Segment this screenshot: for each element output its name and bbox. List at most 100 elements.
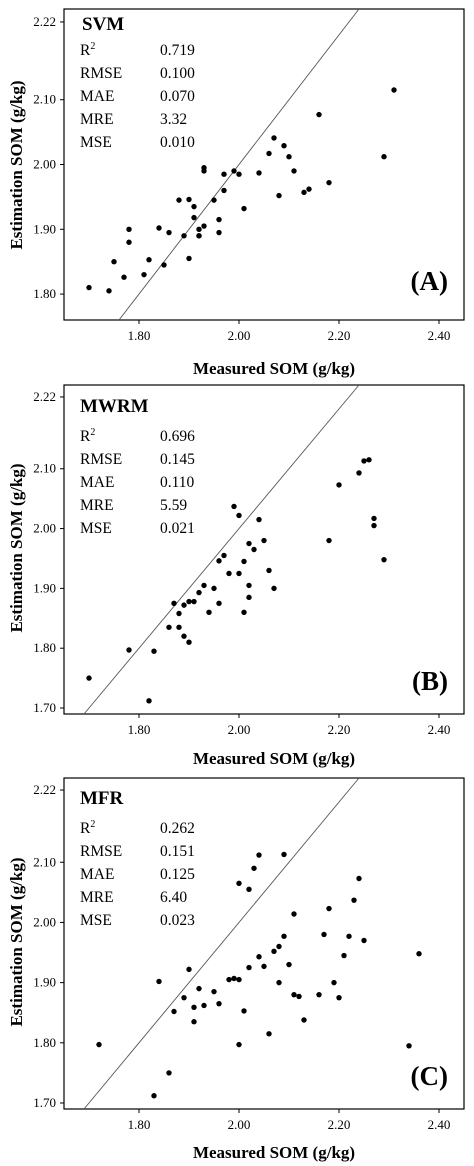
data-point (201, 582, 207, 589)
data-point (201, 165, 207, 171)
panel-label: (A) (411, 266, 448, 296)
data-point (316, 991, 322, 998)
data-point (231, 168, 237, 174)
chart-panel-3: 1.80 2.00 2.20 2.40 1.70 1.80 1.90 2.00 2.10 2.22… (7, 777, 465, 1162)
stat-value: 0.070 (160, 88, 195, 105)
y-tick-label: 2.10 (33, 461, 56, 476)
data-point (121, 274, 127, 280)
model-title: MWRM (80, 396, 149, 417)
data-point (241, 205, 247, 212)
x-axis-label: Measured SOM (g/kg) (193, 749, 355, 768)
data-point (326, 905, 332, 912)
data-point (111, 258, 117, 265)
stat-value: 0.719 (160, 42, 195, 59)
y-tick-label: 1.90 (33, 580, 56, 595)
data-point (391, 87, 397, 93)
y-tick-label: 1.70 (33, 700, 56, 715)
data-point (126, 239, 132, 245)
data-point (171, 1008, 177, 1015)
data-point (291, 168, 297, 174)
data-point (326, 537, 332, 544)
data-point (96, 1041, 102, 1048)
data-point (236, 570, 242, 577)
data-point (196, 226, 202, 232)
model-title: MFR (80, 788, 124, 809)
data-point (331, 979, 337, 986)
data-point (206, 609, 212, 616)
stat-name: MAE (80, 474, 114, 491)
plot-frame (63, 777, 465, 1110)
data-point (181, 602, 187, 608)
data-point (361, 458, 367, 464)
data-point (251, 546, 257, 553)
data-point (281, 143, 287, 149)
data-point (216, 216, 222, 223)
data-point (191, 1004, 197, 1010)
data-point (381, 556, 387, 563)
data-point (146, 257, 152, 263)
data-point (236, 171, 242, 177)
x-tick-label: 2.20 (328, 328, 351, 343)
data-point (381, 154, 387, 160)
data-point (356, 875, 362, 882)
data-point (216, 600, 222, 607)
data-point (196, 589, 202, 596)
y-tick-label: 2.10 (33, 92, 56, 107)
data-point (241, 558, 247, 565)
data-point (236, 512, 242, 519)
data-point (176, 197, 182, 203)
x-tick-label: 2.40 (428, 328, 451, 343)
data-point (251, 865, 257, 871)
data-point (166, 1070, 172, 1076)
data-point (271, 135, 277, 141)
plot-frame (63, 384, 465, 715)
stat-value: 0.110 (160, 474, 195, 491)
y-tick-label: 1.80 (33, 1035, 56, 1050)
stat-name: RMSE (80, 843, 122, 860)
stat-name: MAE (80, 866, 114, 883)
data-point (106, 288, 112, 294)
data-point (196, 985, 202, 992)
data-point (371, 515, 377, 522)
y-tick-label: 1.90 (33, 975, 56, 990)
data-point (336, 994, 342, 1001)
data-point (166, 624, 172, 630)
x-tick-label: 1.80 (128, 722, 151, 737)
data-point (201, 223, 207, 229)
stat-value: 6.40 (160, 889, 187, 906)
data-point (151, 648, 157, 654)
stat-name: MRE (80, 111, 114, 128)
y-tick-label: 2.00 (33, 521, 56, 536)
data-point (371, 522, 377, 529)
x-tick-label: 1.80 (128, 328, 151, 343)
data-point (236, 976, 242, 983)
data-point (256, 852, 262, 858)
one-to-one-line (118, 8, 360, 321)
data-point (196, 233, 202, 239)
data-point (246, 594, 252, 601)
y-tick-label: 1.90 (33, 221, 56, 236)
data-point (256, 516, 262, 523)
data-point (291, 991, 297, 998)
y-tick-label: 2.22 (33, 389, 56, 404)
data-point (416, 951, 422, 957)
data-point (366, 457, 372, 463)
data-point (191, 203, 197, 210)
stat-name: MRE (80, 497, 114, 514)
data-point (176, 624, 182, 630)
data-point (151, 1093, 157, 1099)
data-point (406, 1043, 412, 1049)
data-point (266, 1031, 272, 1037)
data-point (156, 225, 162, 231)
y-tick-label: 2.10 (33, 854, 56, 869)
data-point (186, 196, 192, 203)
stat-value: 0.145 (160, 451, 195, 468)
stat-value: 0.125 (160, 866, 195, 883)
data-point (336, 482, 342, 488)
data-point (241, 609, 247, 616)
y-tick-label: 2.22 (33, 782, 56, 797)
data-point (141, 271, 147, 278)
stat-name: R2 (80, 41, 95, 59)
data-point (301, 189, 307, 196)
